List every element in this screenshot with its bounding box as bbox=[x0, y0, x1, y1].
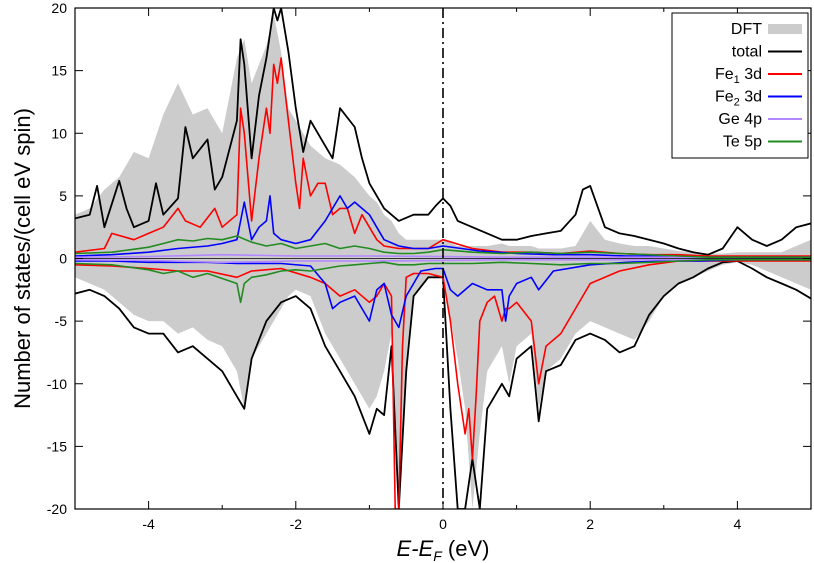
legend-label-main: Fe bbox=[715, 89, 734, 106]
y-tick-label: -10 bbox=[47, 376, 67, 392]
y-axis-title: Number of states/(cell eV spin) bbox=[10, 108, 35, 409]
y-tick-label: 10 bbox=[51, 125, 67, 141]
legend-swatch-band bbox=[768, 24, 802, 34]
legend-box bbox=[671, 12, 809, 159]
x-axis-title-sub: F bbox=[433, 548, 443, 563]
series-line-te-5p-spin-up bbox=[75, 235, 811, 258]
y-tick-label: 0 bbox=[59, 251, 67, 267]
x-axis-title-unit: (eV) bbox=[442, 536, 490, 561]
series-line-total-spin-up bbox=[75, 8, 811, 256]
legend-entry: Fe2 3d bbox=[715, 89, 802, 109]
legend-entry: DFT bbox=[731, 21, 802, 38]
x-tick-label: -4 bbox=[142, 516, 155, 532]
series-line-fe2-3d-spin-down bbox=[75, 259, 811, 329]
legend-entry: Ge 4p bbox=[718, 111, 802, 128]
legend-label-main: Fe bbox=[715, 66, 734, 83]
legend-label-sub: 1 bbox=[734, 74, 740, 86]
series-band-dft bbox=[75, 14, 811, 509]
x-axis-title: E-EF (eV) bbox=[397, 536, 490, 563]
series-line-fe1-3d-spin-down bbox=[75, 260, 811, 509]
x-tick-label: 2 bbox=[586, 516, 594, 532]
legend-label-rest: 3d bbox=[740, 89, 762, 106]
series-line-te-5p-spin-down bbox=[75, 259, 811, 304]
y-tick-label: -5 bbox=[55, 313, 68, 329]
series-line-fe2-3d-spin-up bbox=[75, 195, 811, 258]
series-line-ge-4p-spin-down bbox=[75, 258, 811, 264]
y-tick-label: 15 bbox=[51, 63, 67, 79]
x-axis-title-main: E-E bbox=[397, 536, 434, 561]
legend-label: Fe1 3d bbox=[715, 66, 762, 86]
x-tick-label: 0 bbox=[439, 516, 447, 532]
legend-label-rest: 3d bbox=[740, 66, 762, 83]
y-tick-label: -20 bbox=[47, 501, 67, 517]
legend-label: Fe2 3d bbox=[715, 89, 762, 109]
legend-entry: Fe1 3d bbox=[715, 66, 802, 86]
y-tick-label: -15 bbox=[47, 438, 67, 454]
legend-label: DFT bbox=[731, 21, 762, 38]
legend-label: Ge 4p bbox=[718, 111, 762, 128]
x-tick-label: -2 bbox=[290, 516, 303, 532]
legend-label: total bbox=[732, 44, 762, 61]
y-tick-label: 5 bbox=[59, 188, 67, 204]
x-tick-label: 4 bbox=[734, 516, 742, 532]
legend-label-sub: 2 bbox=[734, 97, 740, 109]
legend-entry: total bbox=[732, 44, 802, 61]
legend-label: Te 5p bbox=[723, 134, 762, 151]
y-tick-label: 20 bbox=[51, 0, 67, 16]
legend-entry: Te 5p bbox=[723, 134, 802, 151]
